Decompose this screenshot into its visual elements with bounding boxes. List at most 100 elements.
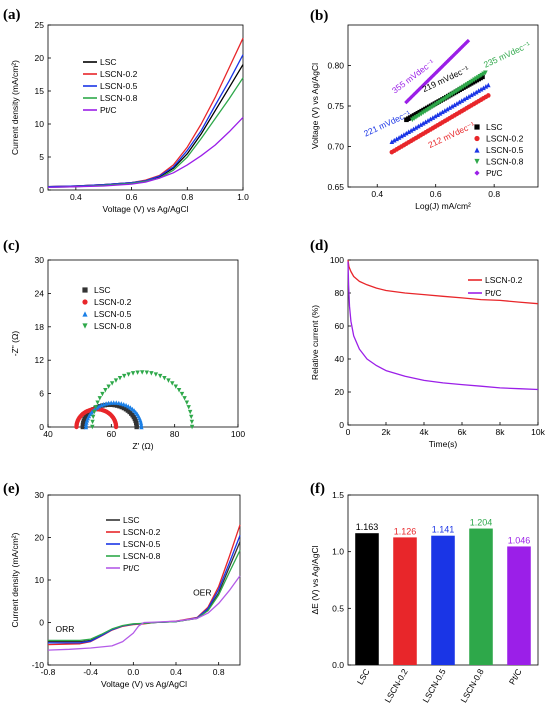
data-point bbox=[184, 400, 190, 405]
data-point bbox=[478, 86, 484, 92]
data-point bbox=[480, 74, 485, 80]
data-point bbox=[82, 311, 88, 317]
data-point bbox=[189, 424, 195, 430]
data-point bbox=[103, 388, 108, 393]
data-point bbox=[413, 90, 418, 96]
data-point bbox=[432, 113, 438, 119]
data-point bbox=[440, 63, 446, 68]
legend-label: LSC bbox=[486, 122, 503, 132]
data-point bbox=[445, 106, 450, 112]
data-point bbox=[456, 48, 461, 53]
x-tick-label: 0.8 bbox=[488, 189, 500, 199]
y-axis-title: ΔE (V) vs Ag/AgCl bbox=[310, 545, 320, 614]
legend-label: LSCN-0.8 bbox=[486, 157, 524, 167]
data-point bbox=[189, 414, 194, 420]
data-point bbox=[406, 129, 412, 135]
series-line bbox=[48, 550, 241, 642]
data-point bbox=[408, 128, 414, 133]
legend-label: LSCN-0.8 bbox=[123, 551, 161, 561]
data-point bbox=[428, 116, 433, 122]
y-tick-label: 100 bbox=[330, 255, 344, 265]
panel-label-c: (c) bbox=[3, 238, 20, 254]
series-line bbox=[47, 54, 244, 188]
x-axis-title: Z' (Ω) bbox=[132, 441, 153, 451]
y-axis-title: Current density (mA/cm²) bbox=[10, 60, 20, 155]
legend-label: LSC bbox=[100, 57, 117, 67]
legend-label: Pt/C bbox=[486, 168, 503, 178]
y-tick-label: 0 bbox=[39, 618, 44, 628]
series-line bbox=[47, 64, 244, 188]
slope-annotation: 212 mVdec⁻¹ bbox=[426, 120, 476, 150]
data-point bbox=[139, 422, 144, 427]
data-point bbox=[461, 96, 467, 102]
y-tick-label: 0 bbox=[339, 420, 344, 430]
data-point bbox=[113, 424, 119, 430]
category-label: LSC bbox=[355, 667, 372, 686]
x-tick-label: 80 bbox=[170, 429, 180, 439]
legend-label: LSCN-0.5 bbox=[94, 309, 132, 319]
data-point bbox=[90, 424, 95, 430]
data-point bbox=[130, 371, 136, 376]
x-axis-title: Voltage (V) vs Ag/AgCl bbox=[103, 204, 189, 214]
data-point bbox=[95, 400, 100, 405]
data-point bbox=[82, 323, 88, 329]
data-point bbox=[396, 135, 402, 140]
panel-label-b: (b) bbox=[310, 8, 328, 24]
y-tick-label: 10 bbox=[35, 575, 45, 585]
panel-label-e: (e) bbox=[3, 481, 20, 497]
data-point bbox=[139, 424, 144, 430]
category-label: LSCN-0.2 bbox=[382, 667, 409, 705]
data-point bbox=[483, 84, 489, 89]
data-point bbox=[464, 95, 469, 100]
bar bbox=[355, 533, 379, 665]
legend-label: LSCN-0.8 bbox=[94, 321, 132, 331]
data-point bbox=[411, 126, 416, 132]
data-point bbox=[399, 133, 404, 139]
x-tick-label: -0.4 bbox=[83, 667, 98, 677]
y-tick-label: 0.75 bbox=[327, 101, 344, 111]
slope-annotation: 235 mVdec⁻¹ bbox=[482, 39, 532, 69]
data-point bbox=[126, 372, 131, 377]
x-tick-label: 40 bbox=[43, 429, 53, 439]
data-point bbox=[135, 370, 140, 375]
x-tick-label: 0.8 bbox=[181, 192, 193, 202]
data-point bbox=[447, 57, 452, 62]
data-point bbox=[442, 108, 448, 113]
y-tick-label: 6 bbox=[39, 389, 44, 399]
data-point bbox=[476, 88, 481, 93]
data-point bbox=[93, 405, 98, 410]
data-point bbox=[134, 424, 139, 430]
legend-label: LSCN-0.5 bbox=[486, 145, 524, 155]
chart-e: -0.8 -0.4 0.0 0.4 0.8 -10 0 10 20 30 Voltage (V) v… bbox=[10, 490, 241, 689]
y-tick-label: 0.0 bbox=[332, 660, 344, 670]
data-point bbox=[448, 55, 454, 61]
data-point bbox=[83, 422, 89, 427]
data-point bbox=[82, 299, 88, 305]
legend-label: LSCN-0.2 bbox=[100, 69, 138, 79]
x-axis-title: Log(J) mA/cm² bbox=[415, 201, 471, 211]
data-point bbox=[187, 409, 193, 415]
x-tick-label: 4k bbox=[420, 427, 430, 437]
data-point bbox=[447, 105, 453, 110]
y-tick-label: 60 bbox=[335, 321, 345, 331]
data-point bbox=[430, 73, 435, 79]
y-tick-label: 0 bbox=[39, 422, 44, 432]
y-tick-label: 5 bbox=[39, 152, 44, 162]
bar-value-label: 1.046 bbox=[508, 535, 531, 545]
data-point bbox=[474, 170, 480, 176]
x-tick-label: 0.8 bbox=[213, 667, 225, 677]
x-tick-label: 1.0 bbox=[237, 192, 249, 202]
data-point bbox=[84, 420, 89, 425]
series-line bbox=[347, 261, 539, 391]
data-point bbox=[166, 378, 171, 383]
data-point bbox=[440, 109, 445, 115]
data-point bbox=[140, 370, 145, 375]
data-point bbox=[153, 372, 159, 377]
data-point bbox=[158, 373, 163, 379]
data-point bbox=[162, 375, 167, 381]
chart-c: 40 60 80 100 0 6 12 18 24 30 Z' (Ω) -Z" (Ω) LSC LSCN-… bbox=[10, 255, 245, 451]
data-point bbox=[418, 122, 424, 127]
category-label: Pt/C bbox=[507, 667, 524, 686]
x-tick-label: 0.0 bbox=[127, 667, 139, 677]
